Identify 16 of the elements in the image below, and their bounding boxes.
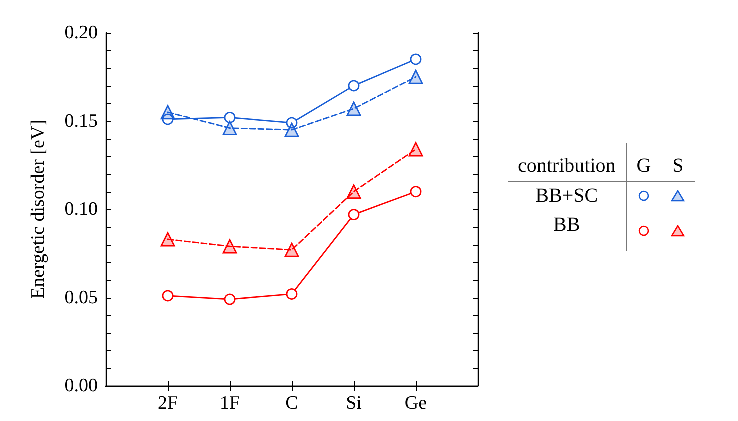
text: BB+SC	[508, 182, 626, 211]
x-tick-label: 1F	[220, 393, 240, 414]
text: S	[661, 143, 696, 182]
x-tick-label: 2F	[158, 393, 178, 414]
y-tick-label: 0.20	[64, 22, 98, 44]
text: G	[626, 143, 662, 182]
text: BB	[508, 211, 626, 251]
text: contribution	[508, 143, 626, 182]
x-tick-label: Si	[346, 393, 362, 414]
y-tick-label: 0.10	[64, 199, 98, 220]
y-tick-label: 0.00	[64, 376, 98, 396]
y-axis-title: Energetic disorder [eV]	[28, 120, 49, 300]
y-tick-label: 0.15	[64, 110, 98, 132]
x-tick-label: C	[286, 393, 298, 414]
y-tick-label: 0.05	[64, 287, 98, 308]
x-tick-label: Ge	[404, 393, 428, 414]
